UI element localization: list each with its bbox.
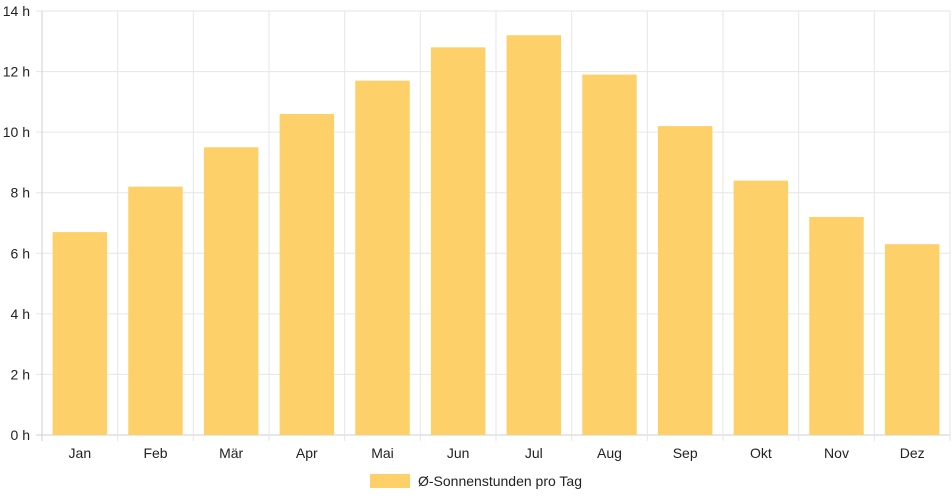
bar-jul[interactable] — [506, 35, 562, 435]
bar-mai[interactable] — [355, 80, 410, 436]
y-tick-label: 10 h — [3, 124, 30, 140]
x-axis-ticks: Jan Feb Mär Apr Mai Jun Jul Aug Sep Okt Nov Dez — [69, 445, 925, 461]
y-tick-label: 0 h — [11, 427, 30, 443]
x-tick-label: Jun — [447, 445, 470, 461]
legend-swatch — [370, 474, 410, 488]
y-tick-label: 6 h — [11, 245, 30, 261]
x-tick-label: Dez — [900, 445, 925, 461]
bar-okt[interactable] — [733, 180, 789, 435]
y-tick-label: 14 h — [3, 3, 30, 19]
bar-apr[interactable] — [279, 113, 335, 435]
bar-jan[interactable] — [52, 232, 108, 435]
x-tick-label: Nov — [824, 445, 849, 461]
x-tick-label: Jan — [69, 445, 92, 461]
x-tick-label: Mär — [219, 445, 243, 461]
y-tick-label: 2 h — [11, 366, 30, 382]
legend-label: Ø-Sonnenstunden pro Tag — [418, 473, 582, 489]
bar-feb[interactable] — [128, 186, 183, 435]
bar-jun[interactable] — [430, 47, 486, 435]
bar-dez[interactable] — [884, 244, 940, 435]
x-tick-label: Aug — [597, 445, 622, 461]
y-tick-label: 4 h — [11, 306, 30, 322]
x-tick-label: Sep — [673, 445, 698, 461]
y-tick-label: 12 h — [3, 64, 30, 80]
bar-mär[interactable] — [203, 147, 259, 436]
x-tick-label: Mai — [371, 445, 394, 461]
y-axis-ticks: 0 h 2 h 4 h 6 h 8 h 10 h 12 h 14 h — [3, 3, 30, 443]
bar-aug[interactable] — [582, 74, 637, 435]
bars — [52, 35, 940, 436]
bar-nov[interactable] — [809, 216, 864, 435]
x-tick-label: Apr — [296, 445, 318, 461]
x-tick-label: Feb — [143, 445, 167, 461]
y-tick-label: 8 h — [11, 185, 30, 201]
x-tick-label: Jul — [525, 445, 543, 461]
grid-lines — [36, 10, 951, 441]
bar-sep[interactable] — [657, 126, 713, 435]
legend[interactable]: Ø-Sonnenstunden pro Tag — [370, 473, 582, 489]
x-tick-label: Okt — [750, 445, 772, 461]
